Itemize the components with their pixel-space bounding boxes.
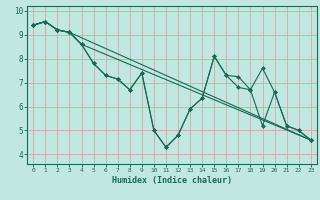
- X-axis label: Humidex (Indice chaleur): Humidex (Indice chaleur): [112, 176, 232, 185]
